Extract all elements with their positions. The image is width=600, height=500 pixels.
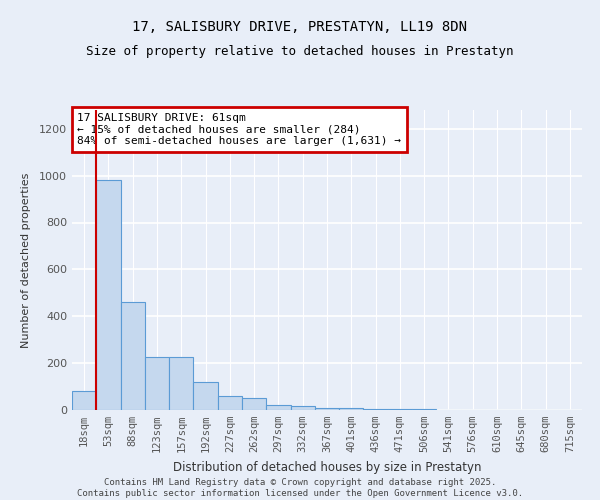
- Bar: [388, 409, 412, 410]
- Bar: [266, 406, 290, 410]
- Bar: [121, 302, 145, 410]
- Bar: [315, 408, 339, 410]
- Bar: [169, 358, 193, 410]
- X-axis label: Distribution of detached houses by size in Prestatyn: Distribution of detached houses by size …: [173, 460, 481, 473]
- Text: 17 SALISBURY DRIVE: 61sqm
← 15% of detached houses are smaller (284)
84% of semi: 17 SALISBURY DRIVE: 61sqm ← 15% of detac…: [77, 113, 401, 146]
- Y-axis label: Number of detached properties: Number of detached properties: [20, 172, 31, 348]
- Bar: [96, 180, 121, 410]
- Bar: [339, 408, 364, 410]
- Bar: [290, 406, 315, 410]
- Bar: [364, 409, 388, 410]
- Bar: [193, 382, 218, 410]
- Text: Contains HM Land Registry data © Crown copyright and database right 2025.
Contai: Contains HM Land Registry data © Crown c…: [77, 478, 523, 498]
- Bar: [72, 391, 96, 410]
- Text: Size of property relative to detached houses in Prestatyn: Size of property relative to detached ho…: [86, 45, 514, 58]
- Text: 17, SALISBURY DRIVE, PRESTATYN, LL19 8DN: 17, SALISBURY DRIVE, PRESTATYN, LL19 8DN: [133, 20, 467, 34]
- Bar: [145, 358, 169, 410]
- Bar: [242, 398, 266, 410]
- Bar: [218, 396, 242, 410]
